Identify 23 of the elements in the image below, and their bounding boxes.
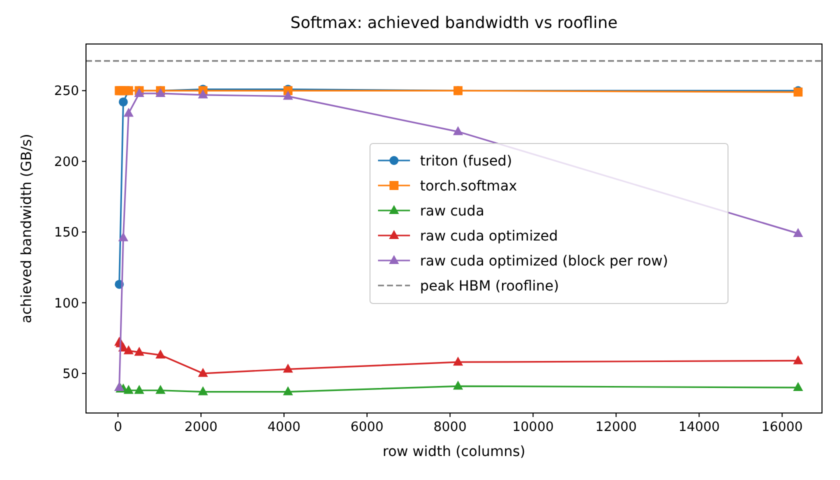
x-axis-title: row width (columns) xyxy=(382,444,526,460)
x-tick-label: 14000 xyxy=(678,420,720,435)
legend-label: triton (fused) xyxy=(420,153,512,170)
x-tick-label: 0 xyxy=(114,420,122,435)
x-tick-label: 4000 xyxy=(267,420,301,435)
legend-label: raw cuda optimized (block per row) xyxy=(420,253,668,270)
x-tick-label: 10000 xyxy=(512,420,554,435)
x-tick-label: 16000 xyxy=(761,420,803,435)
x-tick-label: 2000 xyxy=(184,420,218,435)
y-axis-title: achieved bandwidth (GB/s) xyxy=(19,134,35,324)
y-tick-label: 150 xyxy=(54,226,79,241)
legend-label: raw cuda optimized xyxy=(420,228,558,244)
x-tick-label: 12000 xyxy=(595,420,637,435)
y-tick-label: 50 xyxy=(62,366,79,382)
legend-label: raw cuda xyxy=(420,203,484,220)
legend-label: peak HBM (roofline) xyxy=(420,278,559,294)
x-tick-label: 6000 xyxy=(350,420,384,435)
y-tick-label: 200 xyxy=(54,154,79,170)
y-tick-label: 100 xyxy=(54,296,79,312)
x-tick-label: 8000 xyxy=(434,420,467,435)
y-tick-label: 250 xyxy=(54,84,79,100)
chart-title: Softmax: achieved bandwidth vs roofline xyxy=(290,13,618,32)
legend-label: torch.softmax xyxy=(420,178,518,194)
